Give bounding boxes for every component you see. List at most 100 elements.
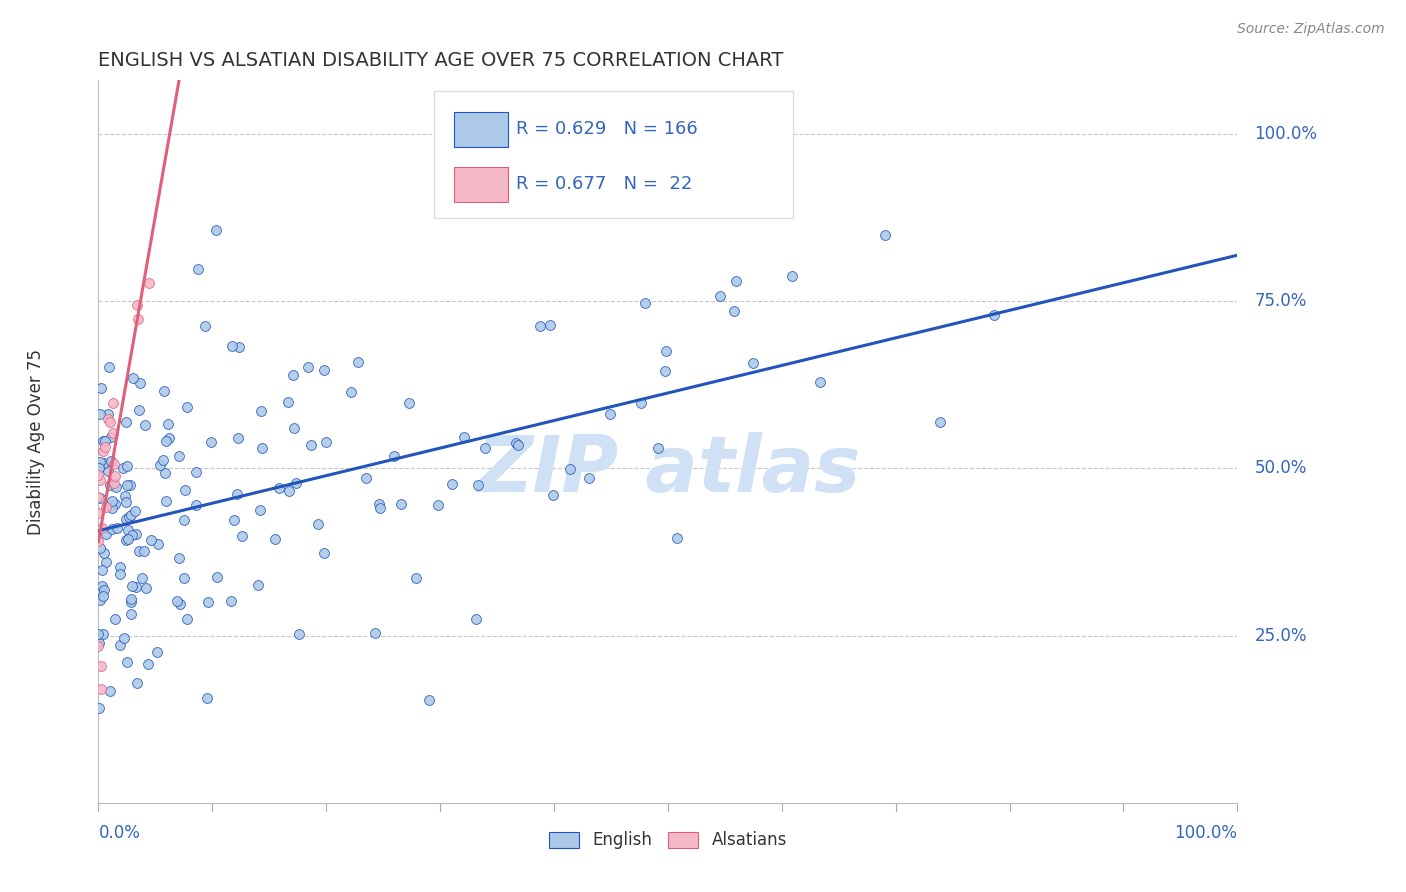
Point: [97, 407, 120, 421]
Point: [146, 537, 169, 551]
Point: [155, 493, 177, 508]
Point: [87, 534, 110, 549]
Point: [382, 449, 405, 463]
Point: [134, 418, 156, 433]
Point: [129, 376, 152, 390]
Point: [654, 364, 676, 378]
Text: 25.0%: 25.0%: [1254, 626, 1306, 645]
Point: [87, 467, 110, 482]
Point: [90, 381, 112, 395]
Point: [115, 494, 138, 508]
Point: [205, 222, 228, 236]
Point: [354, 470, 377, 484]
Point: [723, 304, 745, 318]
Text: R = 0.629   N = 166: R = 0.629 N = 166: [516, 120, 699, 138]
Point: [543, 487, 565, 501]
Point: [367, 497, 389, 511]
Point: [114, 489, 136, 503]
Point: [184, 465, 207, 479]
Point: [87, 636, 110, 650]
Point: [91, 434, 114, 448]
Point: [288, 627, 311, 641]
Point: [340, 384, 363, 399]
Point: [104, 612, 127, 626]
Point: [89, 407, 111, 421]
Point: [299, 437, 322, 451]
Point: [167, 449, 190, 463]
Point: [94, 527, 117, 541]
Point: [90, 563, 112, 577]
Point: [724, 274, 747, 288]
Point: [100, 430, 122, 444]
Point: [128, 544, 150, 558]
Text: Source: ZipAtlas.com: Source: ZipAtlas.com: [1237, 22, 1385, 37]
Point: [505, 436, 527, 450]
Text: 100.0%: 100.0%: [1174, 824, 1237, 842]
Point: [157, 431, 180, 445]
Point: [506, 437, 529, 451]
Point: [249, 503, 271, 517]
Text: 50.0%: 50.0%: [1254, 459, 1306, 477]
Point: [250, 403, 273, 417]
Point: [98, 360, 121, 375]
Point: [89, 455, 111, 469]
Point: [173, 513, 195, 527]
Point: [465, 611, 488, 625]
Point: [219, 594, 242, 608]
Point: [97, 411, 120, 425]
Point: [104, 480, 127, 494]
Point: [101, 501, 124, 516]
Point: [529, 318, 551, 333]
Point: [98, 477, 121, 491]
Point: [100, 522, 122, 536]
Point: [176, 400, 198, 414]
Point: [200, 435, 222, 450]
Point: [122, 371, 145, 385]
Point: [115, 655, 138, 669]
Point: [418, 692, 440, 706]
Point: [221, 339, 243, 353]
Point: [103, 457, 125, 471]
Point: [149, 458, 172, 472]
Point: [103, 426, 125, 441]
Point: [87, 627, 110, 641]
Point: [90, 521, 112, 535]
Point: [873, 227, 896, 242]
FancyBboxPatch shape: [434, 91, 793, 218]
Point: [94, 434, 117, 449]
Point: [665, 531, 688, 545]
Point: [89, 541, 111, 556]
Point: [127, 298, 149, 312]
Point: [186, 498, 208, 512]
Point: [560, 462, 582, 476]
Point: [87, 639, 110, 653]
Point: [246, 578, 269, 592]
Point: [96, 464, 118, 478]
Legend: English, Alsatians: English, Alsatians: [541, 824, 794, 856]
Point: [98, 683, 121, 698]
Point: [197, 595, 219, 609]
Point: [599, 407, 621, 421]
Point: [101, 494, 124, 508]
Point: [630, 395, 652, 409]
Point: [155, 434, 177, 448]
Point: [647, 441, 669, 455]
Point: [115, 478, 138, 492]
Point: [167, 551, 190, 566]
Point: [467, 477, 489, 491]
Point: [125, 676, 148, 690]
Point: [93, 457, 115, 471]
Point: [114, 415, 136, 429]
Point: [226, 431, 249, 445]
Point: [278, 483, 301, 498]
Point: [124, 503, 146, 517]
Point: [120, 591, 142, 606]
Point: [112, 461, 135, 475]
Point: [205, 570, 228, 584]
Point: [250, 441, 273, 455]
Point: [90, 658, 112, 673]
Point: [98, 415, 121, 429]
Point: [228, 340, 250, 354]
Point: [110, 560, 132, 574]
Point: [91, 589, 114, 603]
